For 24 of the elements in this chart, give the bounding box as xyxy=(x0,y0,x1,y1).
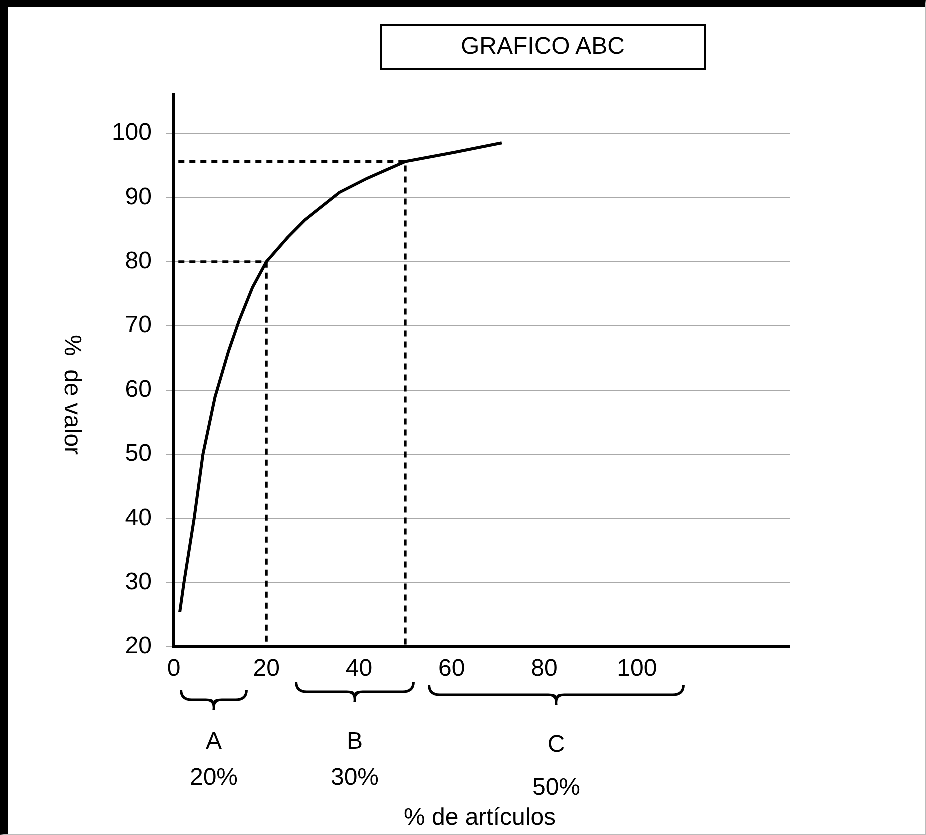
text: 30% xyxy=(330,764,380,792)
x-tick-label: 20 xyxy=(253,655,280,682)
text: C xyxy=(548,731,566,759)
y-tick-label: 70 xyxy=(125,312,152,339)
y-tick-label: 100 xyxy=(112,119,152,146)
y-tick-label: 90 xyxy=(125,183,152,210)
x-tick-label: 80 xyxy=(531,655,558,682)
y-tick-label: 40 xyxy=(125,504,152,532)
chart-title: GRAFICO ABC xyxy=(380,24,706,70)
text: B xyxy=(346,728,364,756)
text: A xyxy=(206,728,222,756)
x-tick-label: 60 xyxy=(438,655,466,682)
y-axis-title: % de valor xyxy=(58,334,86,456)
text: % de artículos xyxy=(404,804,556,832)
text: 50% xyxy=(532,774,581,802)
y-tick-label: 30 xyxy=(125,568,152,596)
x-tick-label: 40 xyxy=(346,655,373,682)
y-tick-label: 50 xyxy=(125,440,152,468)
y-tick-label: 20 xyxy=(125,632,152,660)
x-tick-label: 0 xyxy=(167,655,181,682)
y-tick-label: 60 xyxy=(125,376,152,403)
x-tick-label: 100 xyxy=(617,655,658,682)
y-tick-label: 80 xyxy=(125,248,152,275)
text: 20% xyxy=(190,764,238,792)
